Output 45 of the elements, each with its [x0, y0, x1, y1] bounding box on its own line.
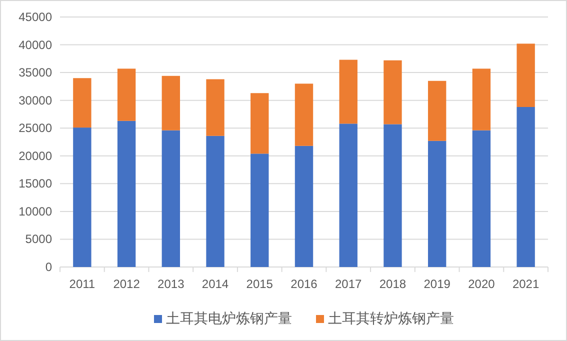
x-tick-label: 2016 — [290, 277, 318, 291]
x-tick-label: 2020 — [468, 277, 496, 291]
x-tick-label: 2014 — [202, 277, 229, 291]
y-tick-label: 40000 — [18, 38, 52, 52]
bar — [206, 79, 224, 136]
y-tick-label: 45000 — [18, 10, 52, 24]
y-tick-label: 25000 — [18, 121, 52, 136]
y-tick-label: 30000 — [18, 93, 52, 108]
bar — [428, 80, 446, 141]
bar — [472, 130, 491, 267]
y-tick-label: 35000 — [18, 66, 52, 80]
bar — [162, 76, 180, 130]
x-tick-label: 2021 — [512, 277, 540, 291]
bar — [384, 124, 402, 267]
bar — [516, 44, 535, 107]
y-tick-label: 0 — [45, 260, 52, 274]
y-tick-label: 20000 — [18, 148, 52, 163]
x-tick-label: 2017 — [335, 277, 362, 291]
bar — [428, 140, 446, 267]
bar — [294, 84, 314, 146]
bar — [384, 60, 402, 124]
x-tick-label: 2013 — [158, 277, 185, 291]
bar — [73, 78, 92, 128]
x-tick-label: 2015 — [246, 277, 274, 291]
x-tick-label: 2011 — [69, 277, 96, 291]
bar — [294, 146, 314, 267]
y-tick-label: 15000 — [18, 176, 52, 191]
bar — [117, 120, 136, 267]
bar — [73, 128, 92, 267]
bar — [117, 68, 136, 121]
bar — [339, 60, 358, 124]
x-tick-label: 2019 — [424, 277, 451, 291]
y-tick-label: 10000 — [18, 204, 52, 218]
legend-label: 土耳其转炉炼钢产量 — [328, 310, 454, 326]
bar — [206, 136, 224, 267]
bar — [339, 124, 358, 267]
y-tick-label: 5000 — [25, 232, 52, 246]
bar — [250, 93, 269, 154]
x-tick-label: 2012 — [113, 277, 140, 291]
legend-label: 土耳其电炉炼钢产量 — [166, 310, 292, 326]
bar — [250, 154, 269, 267]
x-tick-label: 2018 — [379, 277, 406, 291]
bar — [472, 68, 491, 130]
bar — [162, 130, 180, 267]
bar — [516, 107, 535, 267]
